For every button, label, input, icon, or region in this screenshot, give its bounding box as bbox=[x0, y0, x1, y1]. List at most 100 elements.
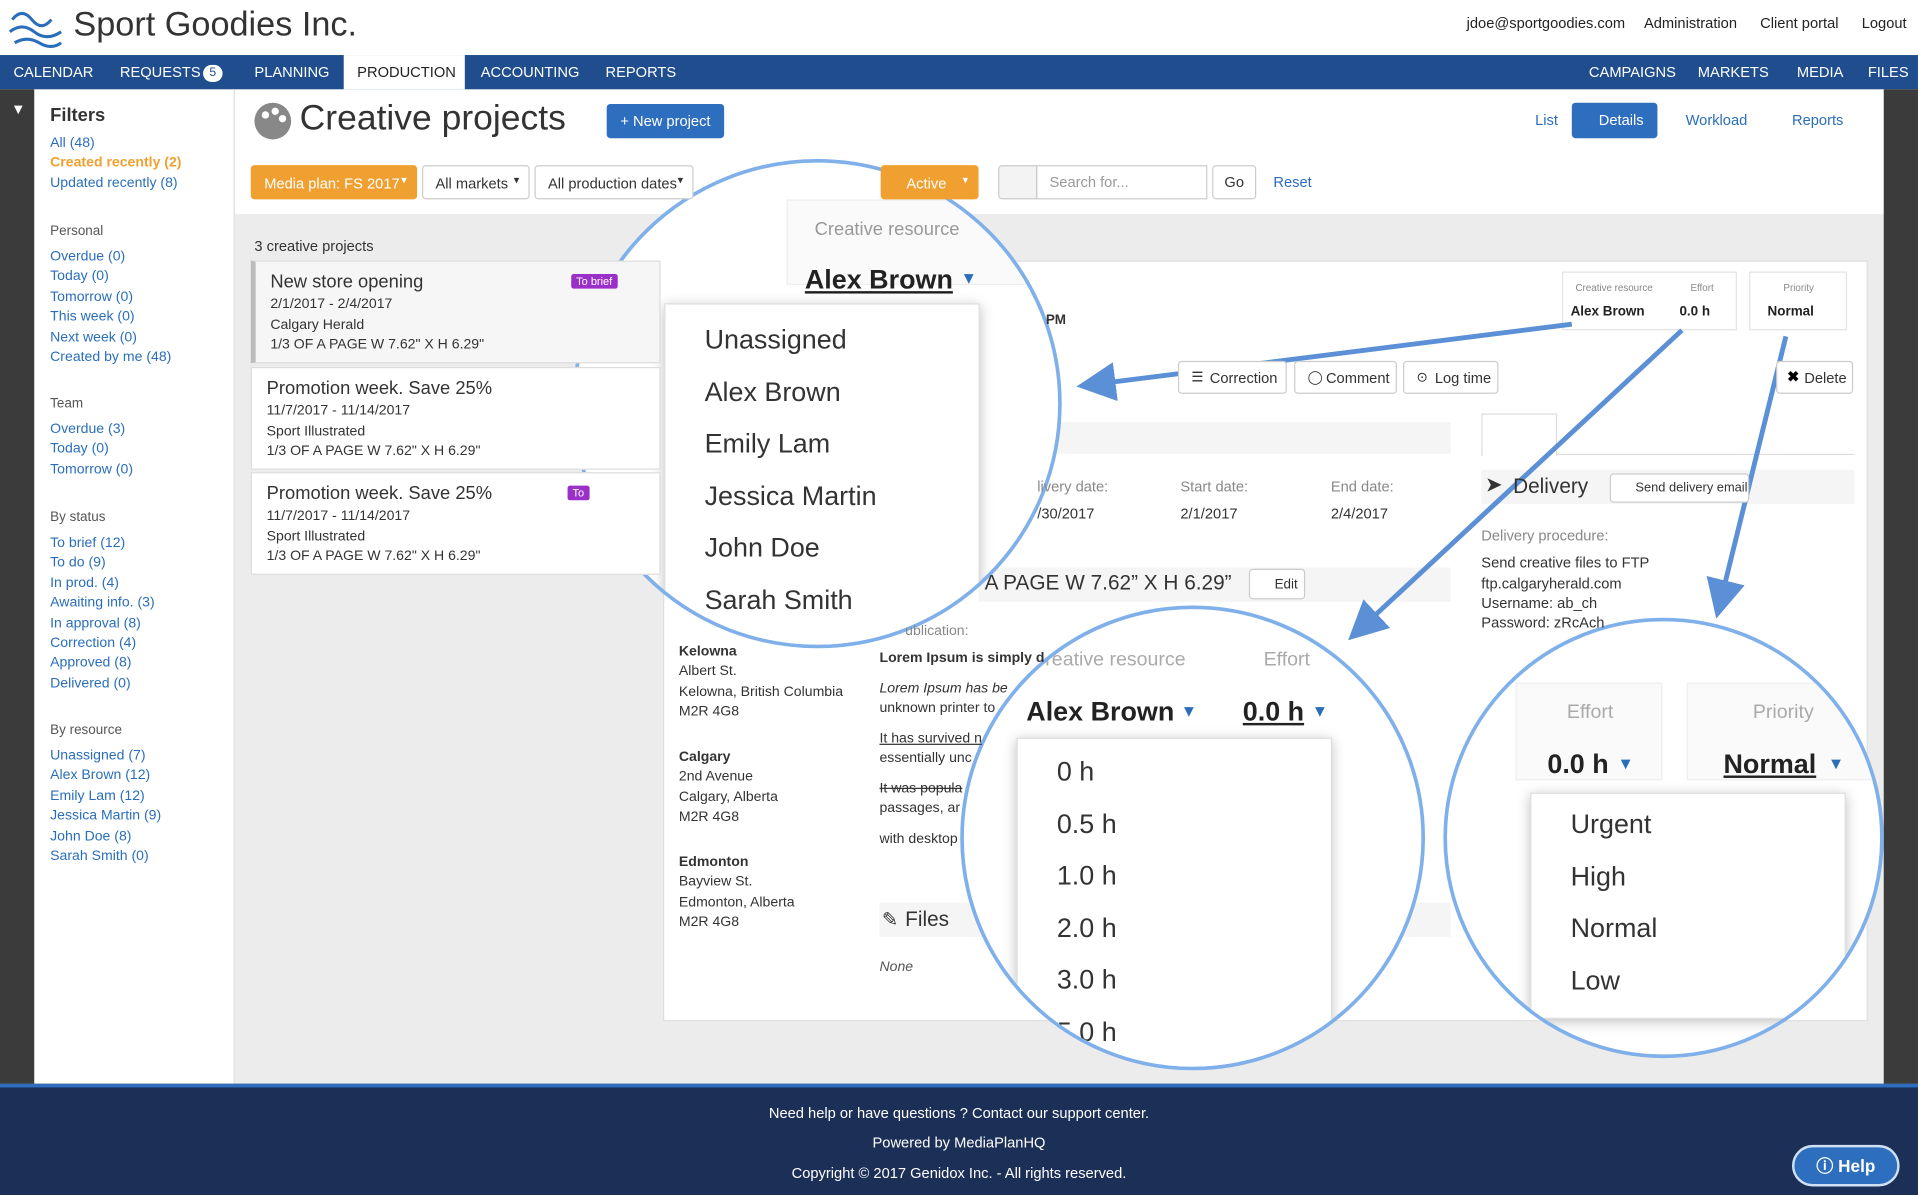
project-card[interactable]: New store opening 2/1/2017 - 2/4/2017 Calg… bbox=[250, 260, 661, 364]
project-publication: Sport Illustrated bbox=[266, 529, 366, 545]
zoom-box bbox=[1515, 682, 1663, 781]
effort-select[interactable]: 0.0 h bbox=[1547, 748, 1609, 780]
label: Log time bbox=[1434, 369, 1492, 387]
filter-link[interactable]: To brief (12) bbox=[50, 535, 126, 551]
zoom-box bbox=[1686, 682, 1881, 781]
filter-link[interactable]: To do (9) bbox=[50, 555, 106, 571]
filter-link[interactable]: Next week (0) bbox=[50, 329, 137, 345]
nav-tab[interactable]: ACCOUNTING bbox=[480, 63, 580, 81]
dropdown-option[interactable]: Jessica Martin bbox=[704, 480, 877, 511]
badge: 5 bbox=[203, 64, 223, 82]
nav-tab[interactable]: PLANNING bbox=[254, 63, 330, 81]
filter-link[interactable]: Today (0) bbox=[50, 442, 109, 457]
filter-dropdown[interactable]: Active ▾ bbox=[880, 165, 979, 200]
filter-link[interactable]: Unassigned (7) bbox=[50, 748, 146, 764]
view-link[interactable]: List bbox=[1535, 111, 1558, 129]
filter-link[interactable]: Alex Brown (12) bbox=[50, 768, 151, 784]
filter-link[interactable]: Created recently (2) bbox=[50, 155, 182, 171]
dropdown-option[interactable]: Emily Lam bbox=[704, 428, 831, 459]
filter-link[interactable]: Emily Lam (12) bbox=[50, 788, 145, 804]
view-link[interactable]: Workload bbox=[1685, 111, 1748, 129]
new-project-button[interactable]: + New project bbox=[606, 103, 725, 139]
priority-select[interactable]: Normal bbox=[1723, 748, 1817, 780]
edit-button[interactable]: Edit bbox=[1248, 568, 1306, 600]
filter-link[interactable]: In approval (8) bbox=[50, 615, 141, 631]
view-link[interactable]: Details bbox=[1598, 111, 1644, 129]
dropdown-option[interactable]: 3.0 h bbox=[1056, 963, 1117, 995]
status-tag: To brief bbox=[571, 273, 618, 289]
action-button[interactable]: ⊙ Log time bbox=[1403, 360, 1499, 394]
dropdown-option[interactable]: High bbox=[1570, 860, 1626, 892]
label: Creative resource bbox=[814, 218, 960, 240]
effort-select[interactable]: 0.0 h bbox=[1679, 304, 1711, 320]
filter-link[interactable]: Overdue (3) bbox=[50, 422, 126, 437]
header-link[interactable]: Client portal bbox=[1760, 14, 1839, 32]
nav-tab[interactable]: FILES bbox=[1867, 63, 1909, 81]
dropdown-option[interactable]: 0.5 h bbox=[1056, 807, 1117, 839]
dropdown-option[interactable]: 1.0 h bbox=[1056, 859, 1117, 891]
go-button[interactable]: Go bbox=[1212, 165, 1257, 200]
filter-link[interactable]: Sarah Smith (0) bbox=[50, 848, 149, 864]
dropdown-menu: Urgent High Normal Low bbox=[1530, 792, 1846, 1019]
dropdown-option[interactable]: Sarah Smith bbox=[704, 584, 853, 615]
icon: ➤ bbox=[1484, 473, 1503, 497]
header-link[interactable]: jdoe@sportgoodies.com bbox=[1466, 14, 1626, 32]
filter-link[interactable]: Jessica Martin (9) bbox=[50, 808, 162, 824]
action-button[interactable]: ☰ Correction bbox=[1177, 360, 1287, 394]
filter-link[interactable]: Overdue (0) bbox=[50, 249, 126, 265]
dropdown-option[interactable]: Normal bbox=[1570, 912, 1658, 944]
dropdown-option[interactable]: Alex Brown bbox=[704, 376, 841, 407]
resource-select[interactable]: Alex Brown bbox=[1570, 304, 1645, 320]
filter-dropdown[interactable]: Media plan: FS 2017 ▾ bbox=[250, 165, 418, 200]
header-link[interactable]: Administration bbox=[1643, 14, 1737, 32]
dropdown-option[interactable]: Urgent bbox=[1570, 808, 1652, 840]
resource-select[interactable]: Alex Brown bbox=[1026, 696, 1175, 727]
delete-button[interactable]: ✖ Delete bbox=[1776, 360, 1854, 394]
dropdown-option[interactable]: 0 h bbox=[1056, 755, 1095, 787]
filter-link[interactable]: Awaiting info. (3) bbox=[50, 595, 155, 611]
filter-link[interactable]: All (48) bbox=[50, 135, 95, 151]
project-card[interactable]: Promotion week. Save 25% 11/7/2017 - 11/1… bbox=[250, 366, 661, 470]
help-button[interactable]: ⓘ Help bbox=[1791, 1144, 1900, 1187]
search-input[interactable]: Search for... bbox=[1036, 165, 1208, 200]
dropdown-option[interactable]: Low bbox=[1570, 964, 1620, 996]
view-link[interactable]: Reports bbox=[1791, 111, 1844, 129]
dropdown-option[interactable]: 5.0 h bbox=[1056, 1015, 1117, 1047]
filter-link[interactable]: Tomorrow (0) bbox=[50, 289, 134, 305]
filter-link[interactable]: In prod. (4) bbox=[50, 575, 119, 591]
action-button[interactable]: ◯ Comment bbox=[1294, 360, 1397, 394]
filter-link[interactable]: Updated recently (8) bbox=[50, 175, 178, 191]
filter-link[interactable]: This week (0) bbox=[50, 309, 135, 325]
label: Delete bbox=[1804, 369, 1847, 387]
filter-dropdown[interactable]: All markets ▾ bbox=[422, 165, 530, 200]
nav-tab[interactable]: REQUESTS bbox=[119, 63, 201, 81]
active-view bbox=[1571, 102, 1658, 139]
description-line: with desktop bbox=[879, 831, 958, 847]
nav-tab[interactable]: CAMPAIGNS bbox=[1588, 63, 1676, 81]
nav-tab[interactable]: MARKETS bbox=[1697, 63, 1769, 81]
filter-link[interactable]: Delivered (0) bbox=[50, 676, 131, 691]
filter-link[interactable]: Today (0) bbox=[50, 269, 109, 285]
priority-select[interactable]: Normal bbox=[1767, 304, 1814, 320]
resource-select[interactable]: Alex Brown bbox=[804, 264, 953, 295]
dropdown-option[interactable]: John Doe bbox=[704, 532, 820, 563]
filter-link[interactable]: Created by me (48) bbox=[50, 349, 172, 365]
nav-tab[interactable]: MEDIA bbox=[1796, 63, 1844, 81]
nav-tab[interactable]: REPORTS bbox=[605, 63, 677, 81]
filter-link[interactable]: Approved (8) bbox=[50, 656, 132, 671]
dropdown-option[interactable]: Unassigned bbox=[704, 324, 847, 355]
label: Media plan: FS 2017 bbox=[264, 174, 400, 193]
filter-link[interactable]: Tomorrow (0) bbox=[50, 462, 134, 477]
filter-link[interactable]: Correction (4) bbox=[50, 636, 137, 651]
section-bar bbox=[978, 567, 1451, 602]
send-email-button[interactable]: Send delivery email bbox=[1609, 473, 1750, 503]
nav-tab[interactable]: PRODUCTION bbox=[357, 63, 456, 81]
reset-link[interactable]: Reset bbox=[1273, 173, 1312, 191]
dropdown-option[interactable]: 2.0 h bbox=[1056, 911, 1117, 943]
effort-select[interactable]: 0.0 h bbox=[1242, 696, 1305, 727]
filter-link[interactable]: John Doe (8) bbox=[50, 828, 132, 844]
filter-dropdown[interactable]: All production dates ▾ bbox=[534, 165, 694, 200]
project-card[interactable]: Promotion week. Save 25% 11/7/2017 - 11/1… bbox=[250, 472, 661, 575]
header-link[interactable]: Logout bbox=[1861, 14, 1907, 32]
nav-tab[interactable]: CALENDAR bbox=[13, 63, 94, 81]
